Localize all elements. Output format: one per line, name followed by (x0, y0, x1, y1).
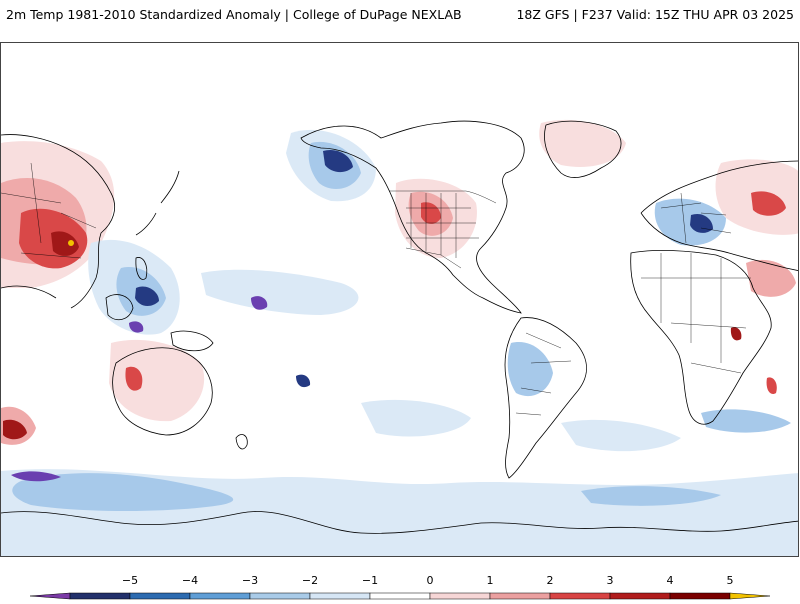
south-pacific-cold (361, 399, 471, 437)
colorbar-tick-label: −2 (302, 574, 318, 587)
eurasia-west-outline (1, 134, 115, 309)
colorbar-bin (609, 592, 671, 600)
asia-borders (1, 162, 97, 259)
map-panel (0, 42, 799, 557)
colorbar-bin (669, 592, 731, 600)
colorbar-tick-label: −4 (182, 574, 198, 587)
us-state-lines (406, 193, 479, 258)
antarctic-blue-east (581, 486, 721, 506)
europe-cold-deep (690, 213, 713, 233)
header: 2m Temp 1981-2010 Standardized Anomaly |… (0, 0, 800, 30)
colorbar-tick-label: 1 (487, 574, 494, 587)
colorbar-bin (249, 592, 311, 600)
europe-borders (660, 192, 732, 244)
colorbar-bin (369, 592, 431, 600)
colorbar-tick-label: −5 (122, 574, 138, 587)
colorbar-bin (129, 592, 191, 600)
colorbar-tick-label: −1 (362, 574, 378, 587)
australia-warm-core (125, 366, 143, 391)
pacific-cold-spot-south (296, 374, 311, 388)
greenland-warm (539, 119, 626, 167)
greenland-outline (544, 120, 622, 178)
eurasia-east-outline (640, 160, 798, 271)
antarctic-blue-core (12, 473, 234, 511)
colorbar-bin (309, 592, 371, 600)
south-atlantic-cold (561, 419, 681, 452)
colorbar-tick-label: −3 (242, 574, 258, 587)
south-indian-warm-core (3, 419, 27, 440)
coastlines (1, 120, 798, 534)
colorbar-tick-label: 3 (607, 574, 614, 587)
colorbar-tick-label: 0 (427, 574, 434, 587)
colorbar-graphic: −5 −4 −3 −2 −1 0 1 2 3 4 5 (29, 574, 771, 600)
maritime-cold-purple (129, 321, 144, 333)
colorbar-bin (69, 592, 131, 600)
colorbar-tick-label: 4 (667, 574, 674, 587)
borneo-outline (105, 294, 134, 321)
maritime-cold-deep (135, 286, 159, 307)
colorbar: −5 −4 −3 −2 −1 0 1 2 3 4 5 (0, 566, 800, 600)
colorbar-max-extend (729, 592, 771, 600)
japan-outline (135, 170, 180, 236)
russia-warm-core (751, 191, 786, 216)
pacific-cold-spot (251, 296, 268, 310)
south-america-outline (504, 317, 587, 479)
madagascar-warm (766, 377, 777, 395)
alaska-cold-deep (323, 149, 353, 173)
middle-east-warm (746, 259, 796, 297)
us-canada-border (389, 190, 497, 204)
australia-outline (112, 347, 213, 436)
tibet-warm-deep (51, 231, 79, 256)
pacific-cold-band (201, 269, 359, 315)
colorbar-bin (189, 592, 251, 600)
colorbar-bin (489, 592, 551, 600)
anomaly-shading (1, 119, 798, 556)
map-title: 2m Temp 1981-2010 Standardized Anomaly |… (6, 7, 462, 22)
model-run-valid-time: 18Z GFS | F237 Valid: 15Z THU APR 03 202… (516, 7, 794, 22)
southern-ocean-blue (701, 409, 791, 433)
africa-outline (630, 249, 772, 425)
new-guinea-outline (170, 330, 214, 352)
east-africa-warm (730, 327, 742, 341)
anomaly-map (1, 119, 798, 556)
australia-warm (109, 339, 205, 422)
colorbar-tick-label: 5 (727, 574, 734, 587)
weddell-purple (11, 471, 61, 482)
colorbar-bin (429, 592, 491, 600)
south-america-cold (507, 342, 553, 397)
south-america-borders (515, 332, 572, 416)
antarctica-outline (1, 511, 798, 534)
colorbar-bin (549, 592, 611, 600)
north-america-outline (300, 120, 525, 314)
colorbar-min-extend (29, 592, 71, 600)
africa-borders (641, 253, 751, 374)
philippines-outline (135, 257, 148, 280)
tibet-warm-max (68, 240, 74, 246)
new-zealand-outline (235, 434, 248, 450)
colorbar-tick-label: 2 (547, 574, 554, 587)
political-borders (1, 162, 751, 416)
